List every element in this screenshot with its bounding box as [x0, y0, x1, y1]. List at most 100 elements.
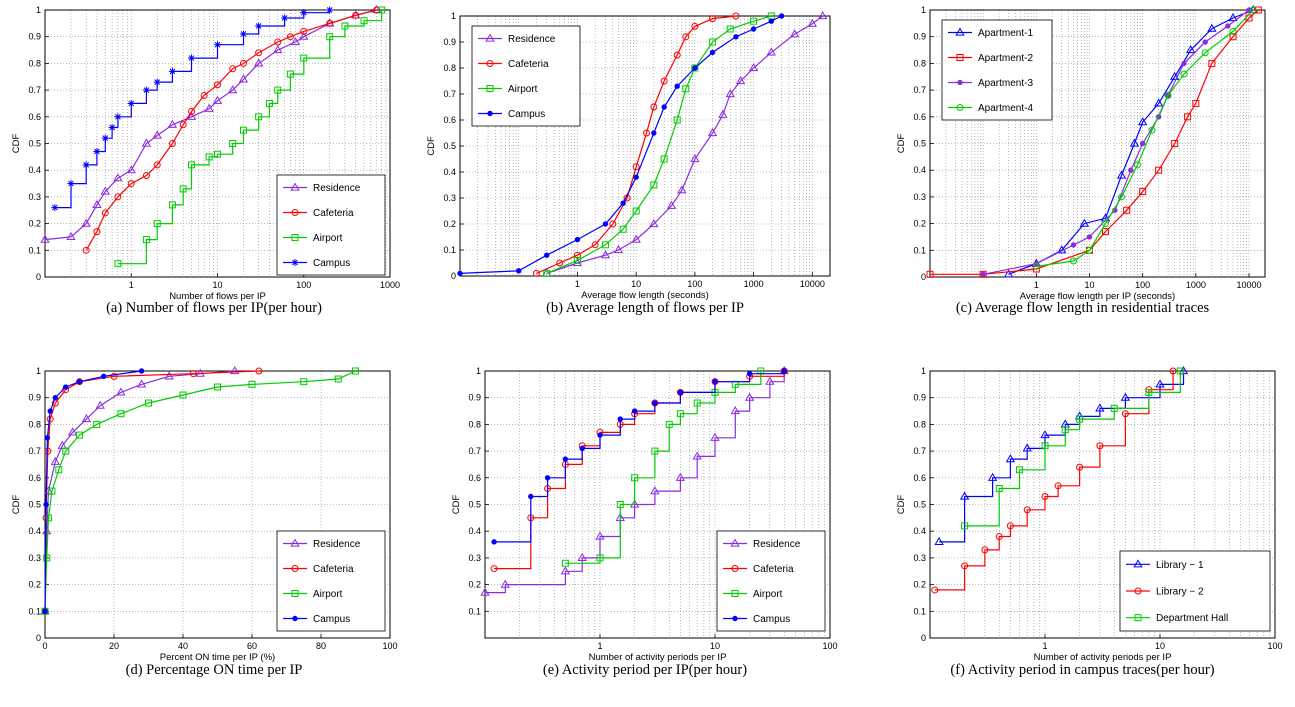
- data-point: [532, 269, 540, 277]
- y-tick-label: 0.4: [468, 526, 481, 536]
- y-tick-label: 0.7: [443, 89, 456, 99]
- y-tick-label: 0.8: [28, 419, 41, 429]
- data-point: [676, 410, 684, 418]
- data-point: [1228, 13, 1238, 22]
- y-tick-label: 0.1: [28, 606, 41, 616]
- legend-marker: [1134, 614, 1142, 622]
- data-point: [995, 484, 1003, 492]
- data-point: [274, 86, 282, 94]
- data-point: [712, 378, 718, 385]
- grid: [930, 10, 1265, 277]
- data-point: [40, 234, 50, 243]
- data-point: [560, 566, 571, 575]
- data-point: [352, 11, 360, 19]
- legend-marker: [485, 33, 495, 42]
- data-point: [360, 17, 368, 25]
- y-tick-label: 0.9: [28, 32, 41, 42]
- data-point: [326, 6, 334, 14]
- y-tick-label: 1: [36, 5, 41, 15]
- y-tick-label: 0.7: [468, 446, 481, 456]
- data-point: [735, 75, 746, 85]
- data-point: [778, 13, 785, 19]
- y-tick-label: 0.1: [468, 606, 481, 616]
- data-point: [188, 107, 196, 115]
- data-point: [212, 95, 223, 104]
- y-tick-label: 0.2: [468, 580, 481, 590]
- y-tick-label: 0.7: [28, 85, 41, 95]
- data-point: [961, 562, 969, 570]
- data-point: [544, 475, 551, 481]
- y-tick-label: 0.9: [913, 393, 926, 403]
- data-point: [47, 408, 53, 414]
- y-tick-label: 0.7: [913, 446, 926, 456]
- data-point: [66, 231, 76, 241]
- x-tick-label: 1: [575, 279, 580, 289]
- data-point: [660, 77, 668, 85]
- data-point: [602, 221, 609, 227]
- y-tick-label: 0.6: [28, 112, 41, 122]
- data-point: [934, 536, 944, 545]
- data-point: [265, 99, 273, 107]
- data-point: [765, 376, 775, 385]
- data-point: [573, 251, 581, 259]
- legend-marker: [292, 615, 298, 622]
- data-point: [1181, 60, 1187, 67]
- data-point: [81, 218, 91, 227]
- data-point: [1110, 404, 1118, 412]
- y-tick-label: 0.6: [468, 473, 481, 483]
- series-0: [40, 365, 240, 615]
- x-tick-label: 60: [247, 641, 257, 651]
- data-point: [629, 499, 640, 508]
- y-tick-label: 1: [921, 5, 926, 15]
- data-point: [76, 378, 83, 385]
- data-point: [214, 150, 221, 158]
- data-point: [572, 257, 583, 267]
- data-point: [632, 163, 640, 171]
- series-1: [82, 6, 381, 254]
- series-2: [561, 367, 765, 567]
- data-point: [126, 165, 136, 174]
- series-0: [542, 10, 828, 277]
- data-point: [299, 31, 309, 40]
- data-point: [652, 400, 658, 406]
- chart-panel-a: 1 10 100 1000 0 0.1 0.2 0.3 0.4 0.5 0.6 0.7 0.8 0.9 1 N…: [11, 4, 400, 302]
- data-point: [1102, 220, 1110, 228]
- series-line: [546, 15, 824, 274]
- y-tick-label: 0.6: [443, 115, 456, 125]
- x-tick-label: 20: [109, 641, 119, 651]
- y-tick-label: 0.3: [443, 193, 456, 203]
- data-point: [273, 45, 283, 54]
- y-tick-label: 1: [36, 366, 41, 376]
- y-tick-label: 0.8: [468, 419, 481, 429]
- y-tick-label: 0.3: [28, 192, 41, 202]
- data-point: [100, 186, 110, 195]
- data-point: [152, 130, 162, 139]
- data-point: [114, 113, 122, 121]
- data-point: [101, 209, 109, 217]
- data-point: [290, 37, 301, 46]
- x-tick-label: 1: [129, 280, 134, 290]
- data-point: [651, 447, 659, 455]
- series-3: [491, 368, 787, 545]
- data-point: [142, 236, 150, 244]
- data-point: [1202, 39, 1208, 45]
- y-tick-label: 1: [451, 11, 456, 21]
- legend-label: Department Hall: [1156, 613, 1228, 624]
- y-axis-label: CDF: [426, 136, 437, 156]
- y-tick-label: 1: [921, 366, 926, 376]
- data-point: [95, 400, 105, 409]
- data-point: [1085, 246, 1093, 254]
- x-tick-label: 10: [1155, 641, 1165, 651]
- data-point: [204, 103, 214, 112]
- data-point: [732, 12, 740, 20]
- y-axis-label: CDF: [896, 134, 907, 154]
- data-point: [179, 185, 187, 193]
- data-point: [248, 380, 256, 388]
- y-tick-label: 0.1: [443, 245, 456, 255]
- data-point: [50, 456, 61, 465]
- data-point: [142, 172, 150, 180]
- series-3: [42, 368, 145, 615]
- data-point: [341, 22, 349, 30]
- data-point: [300, 54, 308, 62]
- data-point: [987, 472, 998, 481]
